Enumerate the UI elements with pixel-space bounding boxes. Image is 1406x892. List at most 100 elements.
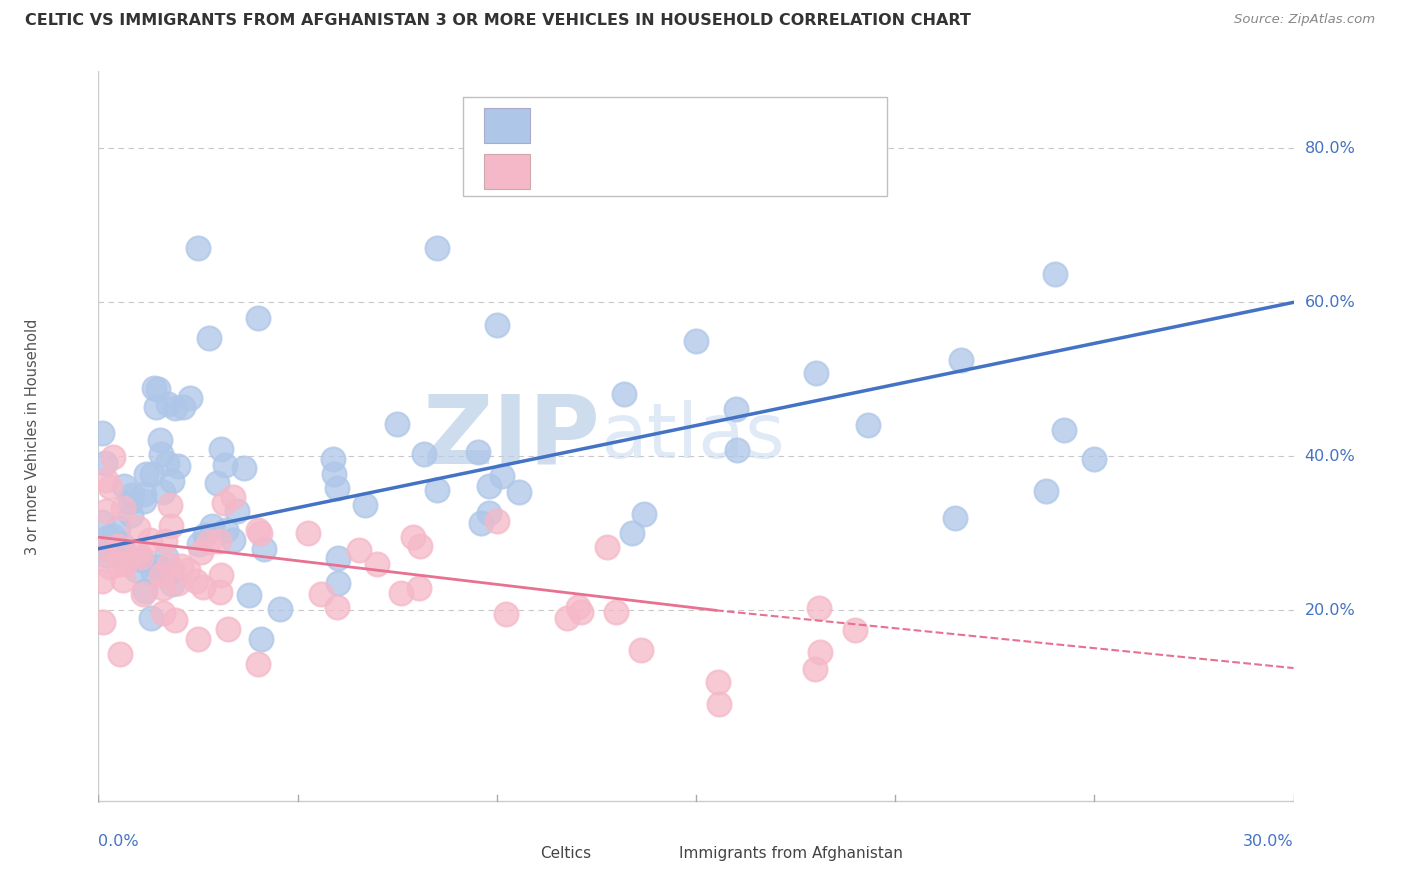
Point <box>197 331 219 345</box>
Text: R = -0.346    N = 67: R = -0.346 N = 67 <box>547 163 710 178</box>
Point <box>135 467 157 481</box>
Point <box>225 504 247 518</box>
Point <box>163 613 186 627</box>
Text: R =  0.320    N = 88: R = 0.320 N = 88 <box>547 117 709 132</box>
Point <box>725 442 748 457</box>
Text: atlas: atlas <box>600 401 785 474</box>
Point <box>605 605 627 619</box>
Point <box>389 586 412 600</box>
Point <box>211 442 233 457</box>
Point <box>347 543 370 558</box>
Text: 30.0%: 30.0% <box>1243 834 1294 848</box>
Point <box>94 456 117 470</box>
Point <box>197 534 219 549</box>
Point <box>426 242 449 256</box>
Point <box>111 573 134 587</box>
Point <box>179 391 201 405</box>
Point <box>110 548 132 562</box>
Point <box>131 553 153 567</box>
Point <box>97 530 120 544</box>
Point <box>249 632 271 646</box>
Point <box>155 549 177 564</box>
FancyBboxPatch shape <box>505 845 534 863</box>
Point <box>120 508 142 522</box>
Point <box>107 539 129 553</box>
Point <box>142 566 165 580</box>
Point <box>249 525 271 540</box>
Point <box>1035 484 1057 499</box>
Point <box>98 560 121 574</box>
Point <box>209 585 232 599</box>
Point <box>485 514 508 528</box>
Point <box>326 575 349 590</box>
Point <box>153 534 176 549</box>
Point <box>707 675 730 690</box>
Point <box>159 499 181 513</box>
Point <box>170 559 193 574</box>
Point <box>569 605 592 619</box>
Point <box>426 483 449 497</box>
Point <box>141 611 163 625</box>
Point <box>94 541 117 556</box>
Point <box>107 557 129 571</box>
Point <box>214 496 236 510</box>
Point <box>162 475 184 489</box>
Point <box>166 458 188 473</box>
Text: Celtics: Celtics <box>541 846 592 861</box>
Point <box>208 533 231 548</box>
Point <box>103 450 125 464</box>
Point <box>567 600 589 615</box>
Point <box>470 516 492 530</box>
Point <box>1045 267 1067 281</box>
Point <box>322 452 344 467</box>
Point <box>139 533 162 547</box>
Point <box>366 558 388 572</box>
Point <box>413 447 436 461</box>
Point <box>121 488 143 502</box>
Point <box>152 606 174 620</box>
Point <box>326 599 349 614</box>
Point <box>150 447 173 461</box>
Point <box>630 643 652 657</box>
Point <box>311 586 333 600</box>
Point <box>190 545 212 559</box>
Point <box>408 581 430 595</box>
Point <box>1052 423 1074 437</box>
Point <box>253 541 276 556</box>
Point <box>111 501 134 516</box>
Point <box>91 615 114 629</box>
Point <box>149 568 172 582</box>
Point <box>114 479 136 493</box>
Point <box>160 577 183 591</box>
Point <box>222 491 245 505</box>
Point <box>141 467 163 481</box>
Point <box>354 498 377 512</box>
Point <box>613 386 636 401</box>
Point <box>129 549 152 564</box>
Point <box>215 524 238 538</box>
Point <box>323 467 346 481</box>
Point <box>478 479 501 493</box>
Point <box>409 539 432 553</box>
Point <box>508 484 530 499</box>
Point <box>132 487 155 501</box>
Point <box>685 334 707 348</box>
Point <box>402 530 425 544</box>
Point <box>491 469 513 483</box>
Point <box>159 558 181 572</box>
Text: Source: ZipAtlas.com: Source: ZipAtlas.com <box>1234 13 1375 27</box>
Point <box>176 562 198 576</box>
Point <box>555 611 578 625</box>
Point <box>187 632 209 647</box>
Point <box>149 433 172 447</box>
Point <box>201 519 224 533</box>
Point <box>101 529 124 543</box>
Point <box>477 506 499 520</box>
Point <box>707 697 730 711</box>
Text: 80.0%: 80.0% <box>1305 141 1355 156</box>
Point <box>134 583 156 598</box>
Point <box>132 587 155 601</box>
Point <box>205 475 228 490</box>
Text: 0.0%: 0.0% <box>98 834 139 848</box>
Point <box>187 537 209 551</box>
